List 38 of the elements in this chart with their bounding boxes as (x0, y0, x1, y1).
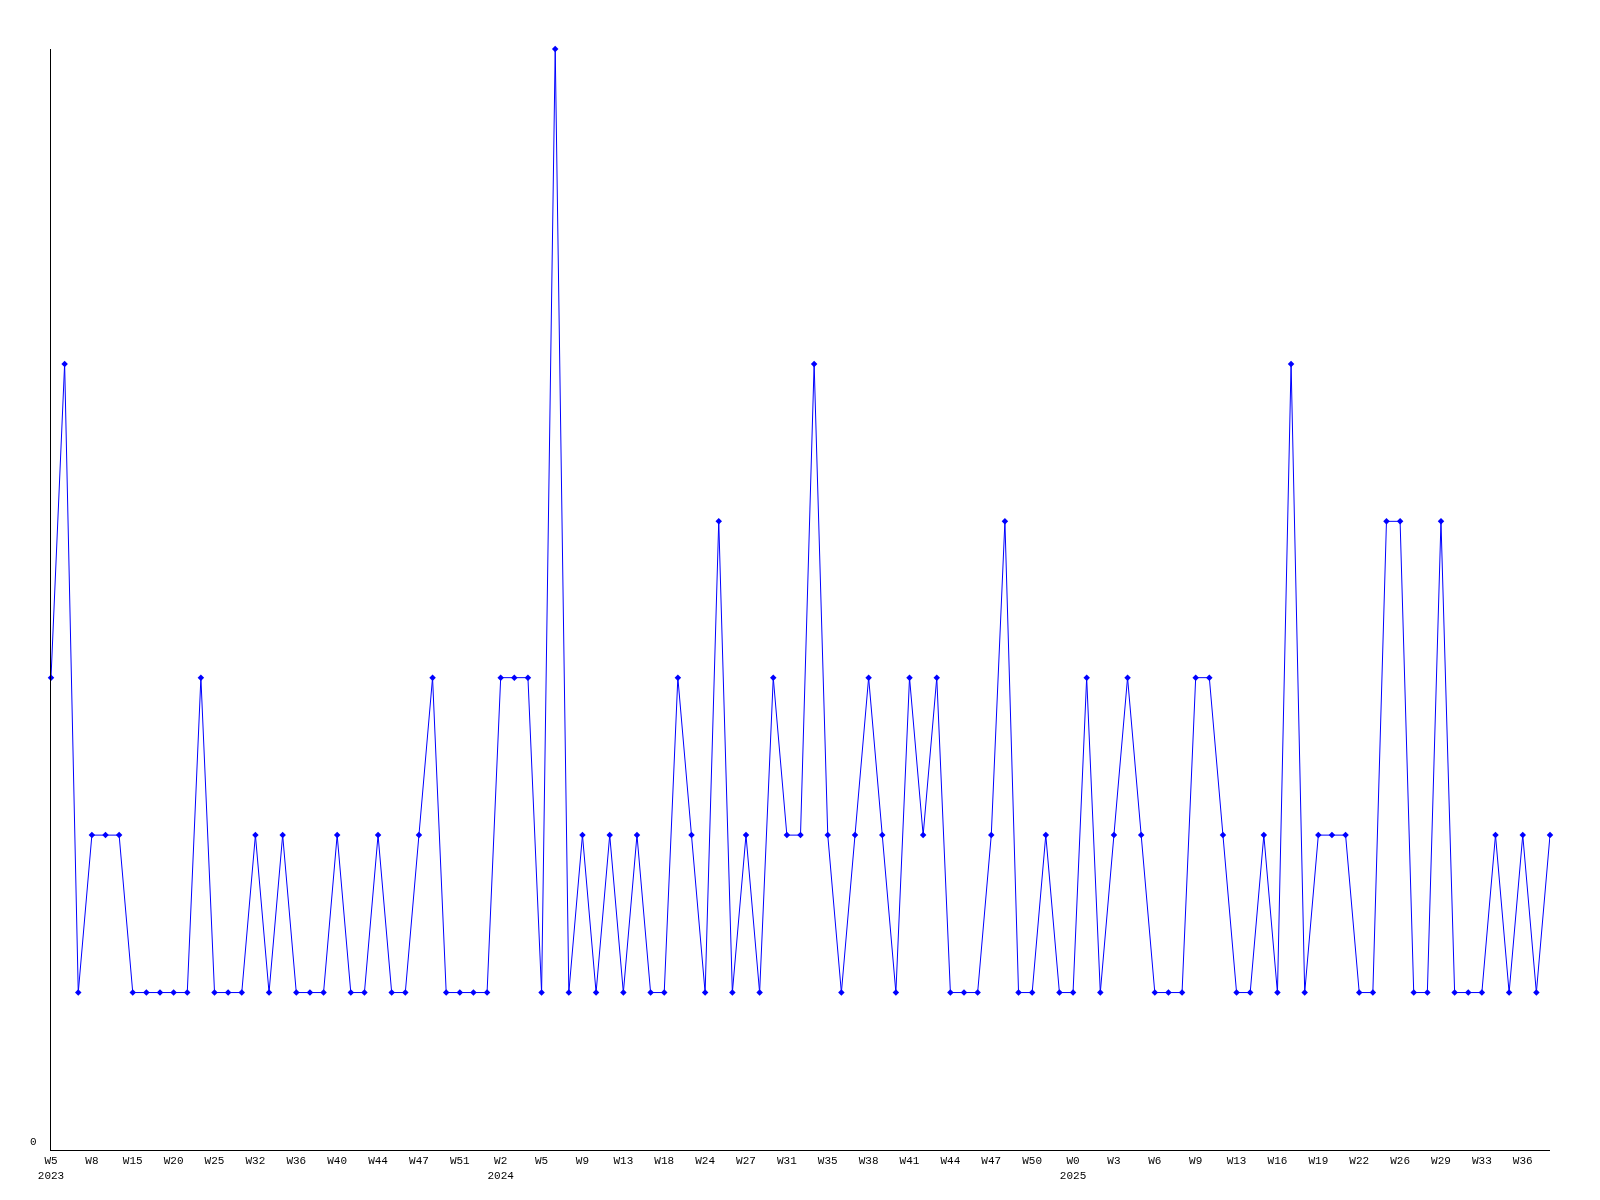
x-tick-label: W41 (899, 1155, 920, 1168)
x-tick-label: W36 (286, 1155, 307, 1168)
x-tick-label: W47 (409, 1155, 429, 1168)
x-tick-label: W19 (1308, 1155, 1329, 1168)
x-tick-label: W8 (85, 1155, 99, 1168)
x-tick-label: W13 (613, 1155, 634, 1168)
x-tick-label: W9 (1189, 1155, 1203, 1168)
x-tick-label: W25 (204, 1155, 225, 1168)
text: 0 (30, 1136, 37, 1148)
x-tick-label: W33 (1471, 1155, 1492, 1168)
x-tick-label: W38 (858, 1155, 879, 1168)
x-tick-label: W27 (736, 1155, 756, 1168)
x-tick-label: W50 (1022, 1155, 1043, 1168)
x-tick-label: W44 (368, 1155, 389, 1168)
x-tick-label: W36 (1512, 1155, 1533, 1168)
x-tick-label: W40 (327, 1155, 348, 1168)
x-tick-label: W32 (245, 1155, 266, 1168)
x-tick-label: W5 (534, 1155, 549, 1168)
x-tick-label: W9 (575, 1155, 590, 1168)
x-tick-label: W13 (1226, 1155, 1247, 1168)
x-tick-label: W31 (776, 1155, 798, 1168)
x-tick-label: W35 (817, 1155, 838, 1168)
x-tick-label: W47 (981, 1155, 1002, 1168)
x-tick-label: W6 (1148, 1155, 1162, 1168)
x-tick-label: W51 (449, 1155, 471, 1168)
x-tick-label: W15 (122, 1155, 143, 1168)
x-tick-label: W20 (163, 1155, 184, 1168)
x-tick-label: W44 (940, 1155, 961, 1168)
x-tick-label: W0 2025 (1059, 1155, 1087, 1182)
x-tick-label: W22 (1349, 1155, 1370, 1168)
x-tick-label: W16 (1267, 1155, 1288, 1168)
x-tick-label: W29 (1431, 1155, 1451, 1168)
x-tick-label: W2 2024 (487, 1155, 515, 1182)
x-tick-label: W18 (654, 1155, 675, 1168)
x-tick-label: W26 (1390, 1155, 1411, 1168)
x-tick-label: W5 2023 (37, 1155, 65, 1182)
x-tick-label: W3 (1107, 1155, 1121, 1168)
x-tick-label: W24 (695, 1155, 716, 1168)
